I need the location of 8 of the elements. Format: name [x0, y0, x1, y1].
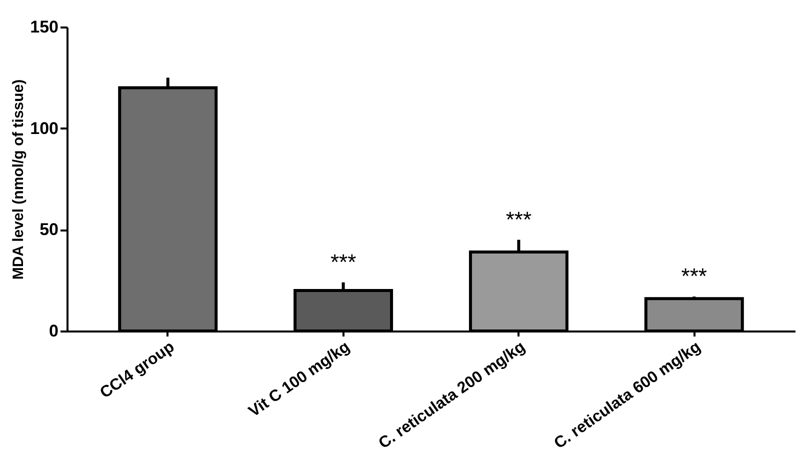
- y-tick-label: 0: [49, 322, 58, 340]
- y-axis-title: MDA level (nmol/g of tissue): [10, 79, 28, 280]
- annotation: ***: [681, 264, 708, 289]
- y-tick-label: 50: [40, 220, 58, 240]
- annotation: ***: [330, 249, 357, 274]
- annotation: ***: [506, 206, 532, 232]
- y-tick-label: 150: [30, 18, 58, 36]
- y-tick-label: 100: [30, 118, 58, 138]
